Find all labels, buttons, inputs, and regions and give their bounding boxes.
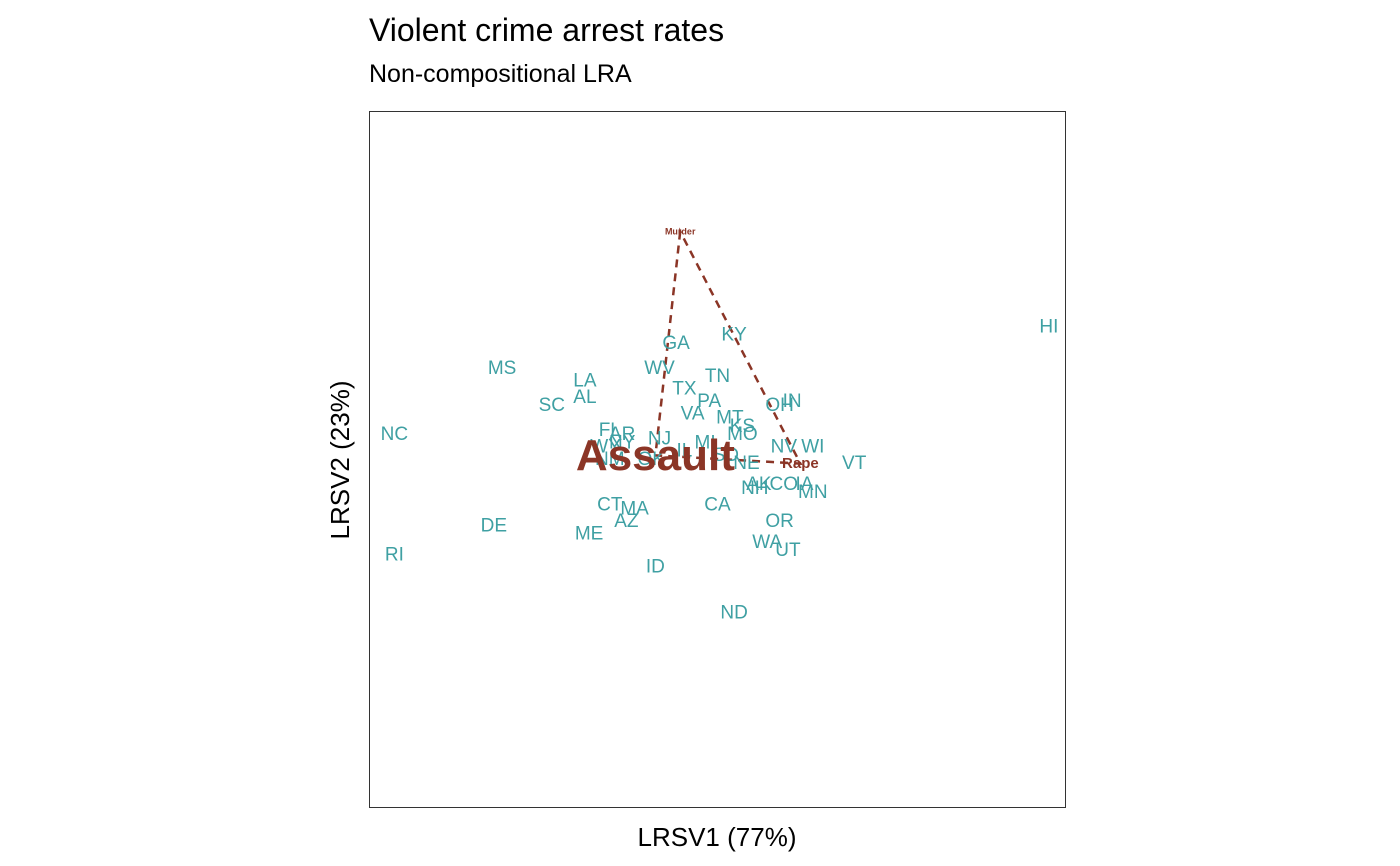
point-label-wi: WI (801, 437, 824, 458)
point-label-ny: NY (609, 432, 636, 453)
point-label-mo: MO (727, 424, 758, 445)
point-label-ia: IA (796, 474, 814, 495)
point-label-fl: FL (599, 420, 621, 441)
point-label-ms: MS (488, 358, 517, 379)
y-axis-label: LRSV2 (23%) (325, 381, 355, 540)
point-label-ma: MA (620, 499, 649, 520)
point-label-me: ME (575, 524, 604, 545)
chart-title: Violent crime arrest rates (369, 12, 724, 48)
point-label-in: IN (783, 391, 802, 412)
point-label-al: AL (573, 387, 596, 408)
point-label-il: IL (676, 441, 692, 462)
point-label-pa: PA (697, 391, 721, 412)
point-label-wv: WV (644, 358, 675, 379)
x-axis-label: LRSV1 (77%) (638, 822, 797, 852)
point-label-mn: MN (798, 482, 828, 503)
point-label-id: ID (646, 557, 665, 578)
point-label-nj: NJ (648, 428, 671, 449)
point-label-nd: ND (720, 602, 747, 623)
point-label-az: AZ (614, 511, 639, 532)
point-label-tx: TX (672, 379, 697, 400)
point-label-ar: AR (609, 424, 635, 445)
point-label-ga: GA (662, 333, 690, 354)
variable-label-rape: Rape (782, 455, 819, 472)
point-label-ca: CA (704, 495, 731, 516)
point-label-ky: KY (721, 325, 747, 346)
point-label-ct: CT (597, 495, 623, 516)
variable-polygon (654, 227, 803, 465)
point-label-co: CO (770, 474, 799, 495)
point-label-nh: NH (741, 478, 768, 499)
point-label-ut: UT (775, 540, 801, 561)
point-label-nm: NM (595, 449, 625, 470)
point-label-vt: VT (842, 453, 867, 474)
point-label-la: LA (573, 370, 597, 391)
point-label-mi: MI (695, 432, 716, 453)
point-label-hi: HI (1039, 316, 1058, 337)
point-label-sc: SC (539, 395, 565, 416)
point-label-ks: KS (730, 416, 755, 437)
plot-frame (369, 111, 1066, 808)
variable-polygon-layer (654, 227, 803, 465)
point-label-ak: AK (746, 474, 772, 495)
point-label-tn: TN (705, 366, 730, 387)
point-label-oh: OH (765, 395, 794, 416)
point-label-or: OR (765, 511, 794, 532)
point-label-nv: NV (771, 437, 798, 458)
point-label-wy: WY (590, 437, 621, 458)
variable-label-murder: Murder (665, 227, 696, 237)
variable-label-assault: Assault (576, 431, 735, 480)
point-label-wa: WA (752, 532, 782, 553)
point-label-de: DE (481, 515, 507, 536)
point-label-va: VA (681, 403, 705, 424)
point-label-ne: NE (733, 453, 759, 474)
point-label-ri: RI (385, 544, 404, 565)
point-label-nc: NC (381, 424, 408, 445)
point-label-mt: MT (716, 408, 744, 429)
point-label-sd: SD (713, 445, 739, 466)
variable-labels-layer: Murder Assault Rape (576, 227, 819, 480)
chart-subtitle: Non-compositional LRA (369, 60, 632, 88)
point-label-ok: OK (637, 449, 665, 470)
